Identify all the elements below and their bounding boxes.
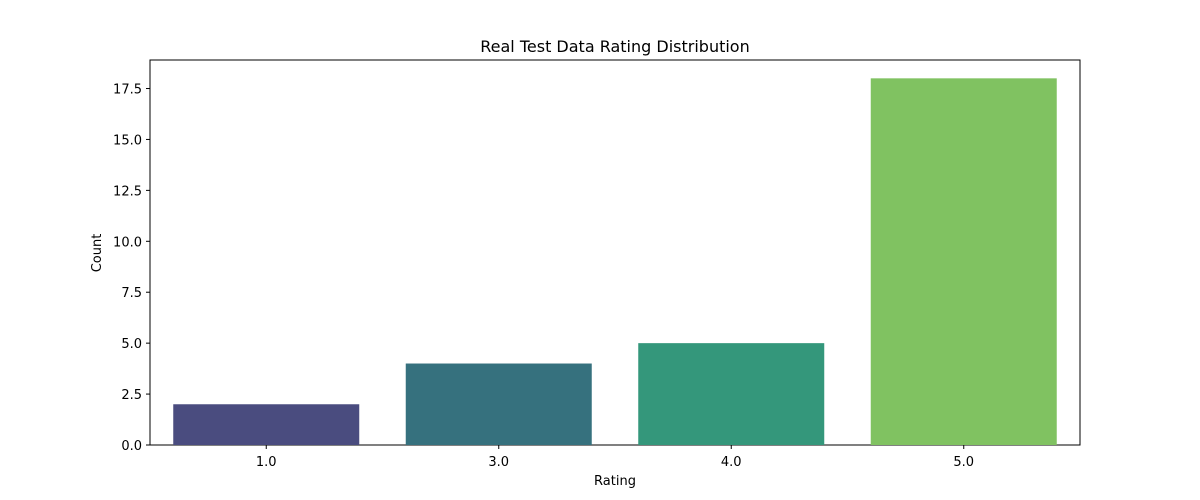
x-axis: 1.0 3.0 4.0 5.0 xyxy=(256,445,974,470)
y-tick-label: 5.0 xyxy=(121,337,142,352)
x-tick-label: 5.0 xyxy=(953,455,974,470)
bar-5.0 xyxy=(870,78,1057,445)
y-tick-label: 2.5 xyxy=(121,388,142,403)
bars-layer xyxy=(173,78,1057,445)
x-tick-label: 1.0 xyxy=(256,455,277,470)
y-tick-label: 17.5 xyxy=(113,83,142,98)
plot-frame xyxy=(149,59,1081,446)
y-axis: 0.0 2.5 5.0 7.5 10.0 12.5 15.0 17.5 xyxy=(113,83,150,454)
x-tick-label: 4.0 xyxy=(721,455,742,470)
y-axis-label: Count xyxy=(90,234,105,273)
y-tick-label: 10.0 xyxy=(113,235,142,250)
bar-3.0 xyxy=(405,363,592,445)
x-tick-label: 3.0 xyxy=(488,455,509,470)
y-tick-label: 12.5 xyxy=(113,184,142,199)
y-tick-label: 15.0 xyxy=(113,133,142,148)
chart-title: Real Test Data Rating Distribution xyxy=(480,37,749,56)
x-axis-label: Rating xyxy=(594,474,636,489)
y-tick-label: 7.5 xyxy=(121,286,142,301)
bar-4.0 xyxy=(638,343,825,445)
bar-1.0 xyxy=(173,404,360,445)
y-tick-label: 0.0 xyxy=(121,439,142,454)
